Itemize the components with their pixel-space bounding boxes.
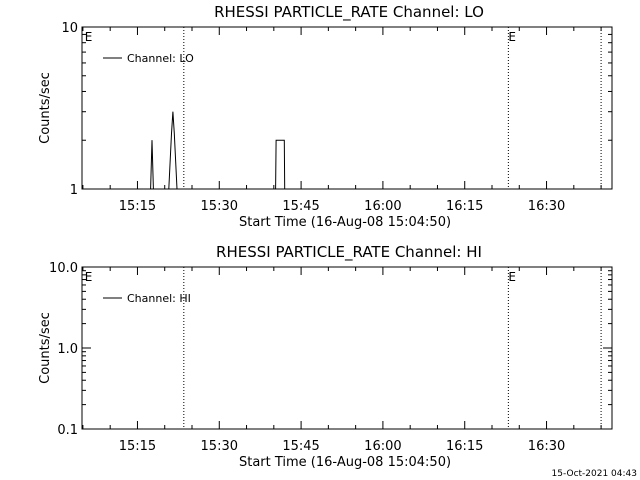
x-tick-label: 15:15 [119,439,156,454]
x-tick-label: 16:30 [528,439,565,454]
y-axis-label: Counts/sec [38,312,53,384]
x-axis-label: Start Time (16-Aug-08 15:04:50) [239,455,451,470]
y-tick-label: 10 [61,21,78,36]
event-marker-label: E [508,270,516,284]
event-marker-label: E [508,30,516,44]
y-tick-label: 10.0 [49,261,78,276]
plot-frame [81,26,613,190]
series-line [150,111,286,190]
plot-timestamp: 15-Oct-2021 04:43 [552,469,637,479]
x-tick-label: 16:15 [446,439,483,454]
event-marker-label: E [85,30,93,44]
x-tick-label: 15:30 [201,439,238,454]
legend-label: Channel: HI [127,292,191,305]
chart-panel-hi: RHESSI PARTICLE_RATE Channel: HI Counts/s… [38,243,613,470]
x-tick-label: 16:00 [364,199,401,214]
x-axis-label: Start Time (16-Aug-08 15:04:50) [239,215,451,230]
x-tick-label: 16:30 [528,199,565,214]
legend-label: Channel: LO [127,52,194,65]
y-tick-label: 1.0 [57,342,78,357]
x-tick-label: 16:00 [364,439,401,454]
chart-panel-lo: RHESSI PARTICLE_RATE Channel: LO Counts/s… [38,3,613,230]
chart-title: RHESSI PARTICLE_RATE Channel: LO [214,3,484,22]
y-tick-label: 0.1 [57,423,78,438]
y-tick-label: 1 [70,183,78,198]
x-tick-label: 15:30 [201,199,238,214]
x-tick-label: 15:45 [282,439,319,454]
x-tick-label: 16:15 [446,199,483,214]
y-axis-label: Counts/sec [38,72,53,144]
x-tick-label: 15:45 [282,199,319,214]
event-marker-label: E [85,270,93,284]
chart-title: RHESSI PARTICLE_RATE Channel: HI [216,243,482,262]
x-tick-label: 15:15 [119,199,156,214]
